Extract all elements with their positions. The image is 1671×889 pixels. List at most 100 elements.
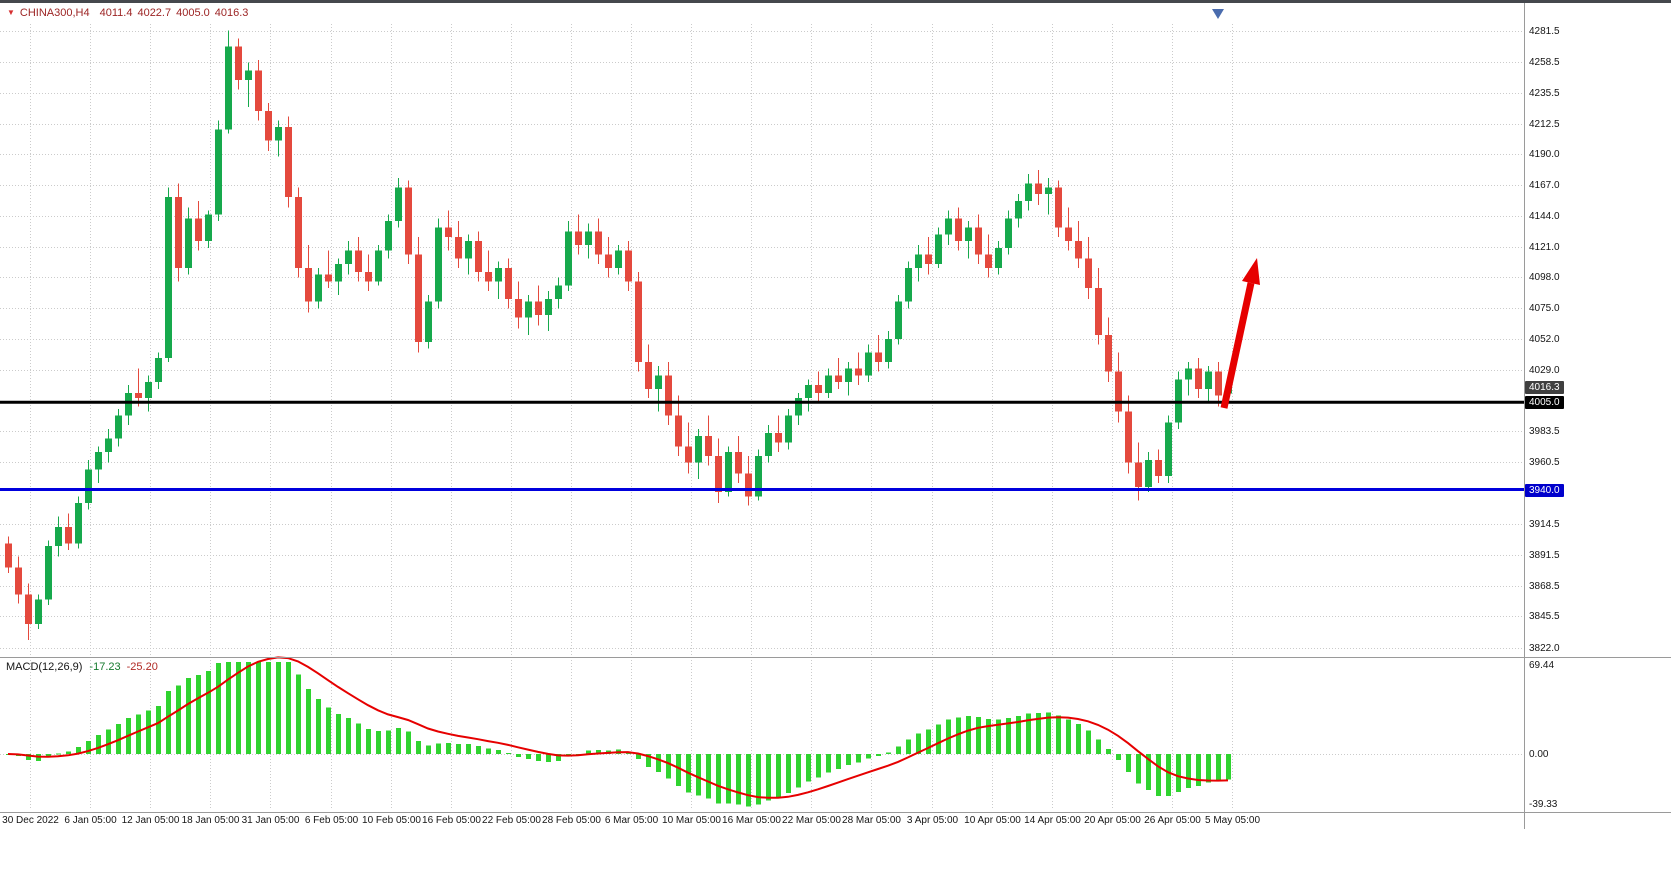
- chart-header: ▼ CHINA300,H4 4011.4 4022.7 4005.0 4016.3: [7, 7, 253, 19]
- candle-body: [425, 301, 432, 342]
- candle-body: [255, 70, 262, 111]
- candle-body: [475, 241, 482, 273]
- candle-body: [285, 127, 292, 197]
- candle-body: [165, 196, 172, 358]
- candle-body: [905, 267, 912, 302]
- candle-body: [1155, 460, 1162, 477]
- candle-body: [925, 254, 932, 264]
- candle-body: [225, 46, 232, 130]
- candle-body: [1115, 371, 1122, 412]
- candle-body: [875, 352, 882, 362]
- candle-body: [1195, 368, 1202, 389]
- candle-body: [1145, 460, 1152, 487]
- candle-body: [765, 433, 772, 456]
- candle-body: [825, 375, 832, 393]
- candle-body: [1025, 183, 1032, 201]
- candle-body: [195, 218, 202, 242]
- candle-body: [1055, 187, 1062, 228]
- candle-body: [335, 263, 342, 282]
- candle-body: [845, 368, 852, 383]
- candle-body: [445, 227, 452, 238]
- candle-body: [675, 415, 682, 447]
- candle-body: [215, 129, 222, 215]
- symbol-marker-icon[interactable]: ▼: [7, 8, 15, 17]
- candle-body: [795, 398, 802, 416]
- chart-shift-marker-icon[interactable]: [1212, 9, 1224, 19]
- candle-body: [125, 392, 132, 416]
- candle-body: [1095, 288, 1102, 336]
- candle-body: [595, 231, 602, 255]
- candle-body: [785, 415, 792, 443]
- candle-body: [1135, 462, 1142, 487]
- candle-body: [515, 298, 522, 318]
- candle-body: [175, 196, 182, 268]
- candle-body: [465, 241, 472, 259]
- pane-separator[interactable]: [0, 657, 1671, 658]
- candle-body: [1075, 241, 1082, 259]
- candle-body: [315, 274, 322, 302]
- candle-body: [775, 433, 782, 443]
- candle-body: [495, 267, 502, 282]
- candle-body: [545, 298, 552, 315]
- candle-body: [65, 527, 72, 544]
- candle-body: [415, 254, 422, 342]
- candle-body: [745, 473, 752, 497]
- price-axis-border: [1524, 3, 1525, 829]
- candle-body: [625, 250, 632, 282]
- close-value: 4016.3: [214, 7, 249, 19]
- candle-body: [985, 254, 992, 268]
- candle-body: [525, 301, 532, 318]
- candle-body: [965, 227, 972, 242]
- candlestick-series: [5, 30, 1232, 640]
- candle-body: [365, 272, 372, 282]
- candle-body: [245, 70, 252, 81]
- candle-body: [305, 267, 312, 302]
- candle-body: [1005, 218, 1012, 248]
- trend-arrow[interactable]: [1220, 258, 1260, 409]
- candle-body: [1065, 227, 1072, 242]
- candle-body: [235, 46, 242, 81]
- candle-body: [1085, 258, 1092, 289]
- macd-indicator-label: MACD(12,26,9) -17.23 -25.20: [6, 661, 158, 673]
- candle-body: [275, 127, 282, 141]
- candle-body: [685, 446, 692, 463]
- candle-body: [955, 218, 962, 242]
- candle-body: [975, 227, 982, 255]
- candle-body: [45, 545, 52, 600]
- window-top-edge: [0, 0, 1671, 3]
- candle-body: [485, 272, 492, 282]
- candle-body: [565, 231, 572, 286]
- candle-body: [405, 187, 412, 255]
- open-value: 4011.4: [99, 7, 133, 19]
- candle-body: [265, 110, 272, 141]
- macd-main-value: -17.23: [89, 661, 121, 673]
- candle-body: [935, 234, 942, 264]
- candle-body: [895, 301, 902, 340]
- macd-signal-line: [7, 656, 1229, 799]
- candle-body: [1105, 335, 1112, 372]
- candle-body: [1035, 183, 1042, 195]
- candle-body: [835, 375, 842, 383]
- candle-body: [105, 438, 112, 452]
- candle-body: [325, 274, 332, 282]
- candle-body: [725, 451, 732, 493]
- candle-body: [655, 375, 662, 389]
- candle-body: [1045, 187, 1052, 195]
- candle-body: [615, 250, 622, 268]
- candle-body: [345, 250, 352, 264]
- time-axis-separator: [0, 812, 1671, 813]
- candle-body: [535, 301, 542, 315]
- candle-body: [375, 250, 382, 282]
- candle-body: [715, 455, 722, 493]
- candle-body: [135, 392, 142, 399]
- candle-body: [295, 196, 302, 268]
- candle-body: [5, 543, 12, 568]
- candle-body: [505, 267, 512, 299]
- candle-body: [555, 285, 562, 299]
- candle-body: [115, 415, 122, 439]
- candle-body: [885, 339, 892, 362]
- candle-body: [605, 254, 612, 268]
- candle-body: [85, 469, 92, 503]
